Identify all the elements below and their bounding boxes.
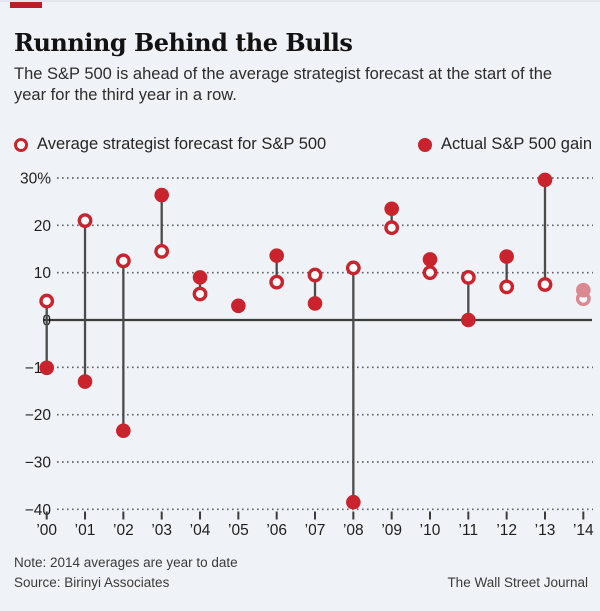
- publication-credit: The Wall Street Journal: [447, 575, 588, 590]
- actual-marker: [307, 296, 323, 311]
- forecast-marker: [384, 220, 400, 236]
- x-axis-label: ’10: [420, 522, 441, 539]
- x-axis-label: ’09: [381, 522, 402, 539]
- actual-marker: [192, 270, 208, 285]
- forecast-marker: [345, 260, 361, 276]
- x-axis-label: ’12: [496, 522, 517, 539]
- forecast-marker: [499, 279, 515, 295]
- year-data-group: [77, 213, 93, 389]
- year-data-group: [537, 172, 553, 292]
- forecast-marker: [77, 213, 93, 229]
- x-axis-label: ’08: [343, 522, 364, 539]
- year-data-group: [384, 201, 400, 236]
- year-data-group: [307, 267, 323, 311]
- y-axis-label: 10: [34, 265, 52, 282]
- actual-marker: [116, 423, 131, 439]
- chart-note: Note: 2014 averages are year to date: [14, 555, 238, 570]
- actual-marker: [346, 494, 361, 510]
- forecast-marker: [39, 293, 55, 309]
- x-axis-label: ’11: [459, 522, 479, 539]
- y-axis-label: −40: [25, 502, 52, 519]
- legend-item-actual: Actual S&P 500 gain: [417, 135, 592, 154]
- x-axis-label: ’14: [573, 522, 594, 539]
- x-axis-label: ’03: [151, 522, 172, 539]
- forecast-marker: [192, 286, 208, 302]
- chart-source: Source: Birinyi Associates: [14, 575, 170, 590]
- red-accent-bar: [10, 2, 42, 8]
- x-axis-label: ’00: [36, 522, 57, 539]
- year-data-group: [345, 260, 361, 510]
- actual-marker: [422, 252, 438, 267]
- filled-circle-icon: [417, 137, 432, 152]
- y-axis-label: −30: [25, 454, 52, 471]
- actual-marker: [231, 298, 246, 314]
- legend-item-forecast: Average strategist forecast for S&P 500: [14, 135, 326, 154]
- forecast-marker: [460, 270, 476, 285]
- actual-marker: [384, 201, 399, 217]
- legend: Average strategist forecast for S&P 500 …: [14, 135, 592, 154]
- forecast-marker: [115, 253, 131, 269]
- x-axis-label: ’02: [113, 522, 134, 539]
- y-axis-label: 20: [34, 218, 52, 235]
- y-axis-label: −20: [25, 407, 52, 424]
- year-data-group: [269, 248, 285, 290]
- forecast-marker: [422, 265, 438, 281]
- year-data-group: [192, 270, 208, 302]
- x-axis-label: ’04: [190, 522, 211, 539]
- actual-marker: [576, 282, 591, 298]
- chart: 30%20100−10−20−30−40’00’01’02’03’04’05’0…: [20, 171, 594, 539]
- page-title: Running Behind the Bulls: [14, 28, 353, 57]
- footer-row: Source: Birinyi Associates The Wall Stre…: [14, 575, 588, 590]
- year-data-group: [231, 298, 246, 314]
- forecast-marker: [269, 274, 285, 290]
- legend-label-actual: Actual S&P 500 gain: [440, 135, 592, 153]
- year-data-group: [422, 252, 438, 281]
- actual-marker: [77, 374, 93, 389]
- legend-label-forecast: Average strategist forecast for S&P 500: [37, 135, 327, 153]
- open-circle-icon: [14, 137, 28, 152]
- actual-marker: [461, 312, 476, 328]
- year-data-group: [39, 293, 55, 376]
- x-axis-label: ’13: [535, 522, 556, 539]
- y-axis-label: 30%: [20, 171, 51, 188]
- year-data-group: [460, 270, 476, 328]
- x-axis-label: ’07: [305, 522, 326, 539]
- actual-marker: [537, 172, 553, 188]
- actual-marker: [499, 249, 514, 264]
- forecast-marker: [154, 243, 170, 259]
- year-data-group: [575, 282, 591, 307]
- actual-marker: [39, 360, 54, 376]
- x-axis-label: ’06: [266, 522, 287, 539]
- year-data-group: [115, 253, 131, 439]
- x-axis-label: ’01: [75, 522, 96, 539]
- chart-subtitle: The S&P 500 is ahead of the average stra…: [14, 65, 553, 105]
- year-data-group: [499, 249, 515, 295]
- forecast-marker: [307, 267, 323, 283]
- actual-marker: [154, 187, 169, 203]
- forecast-marker: [537, 277, 553, 292]
- x-axis-label: ’05: [228, 522, 249, 539]
- actual-marker: [269, 248, 284, 263]
- year-data-group: [154, 187, 170, 259]
